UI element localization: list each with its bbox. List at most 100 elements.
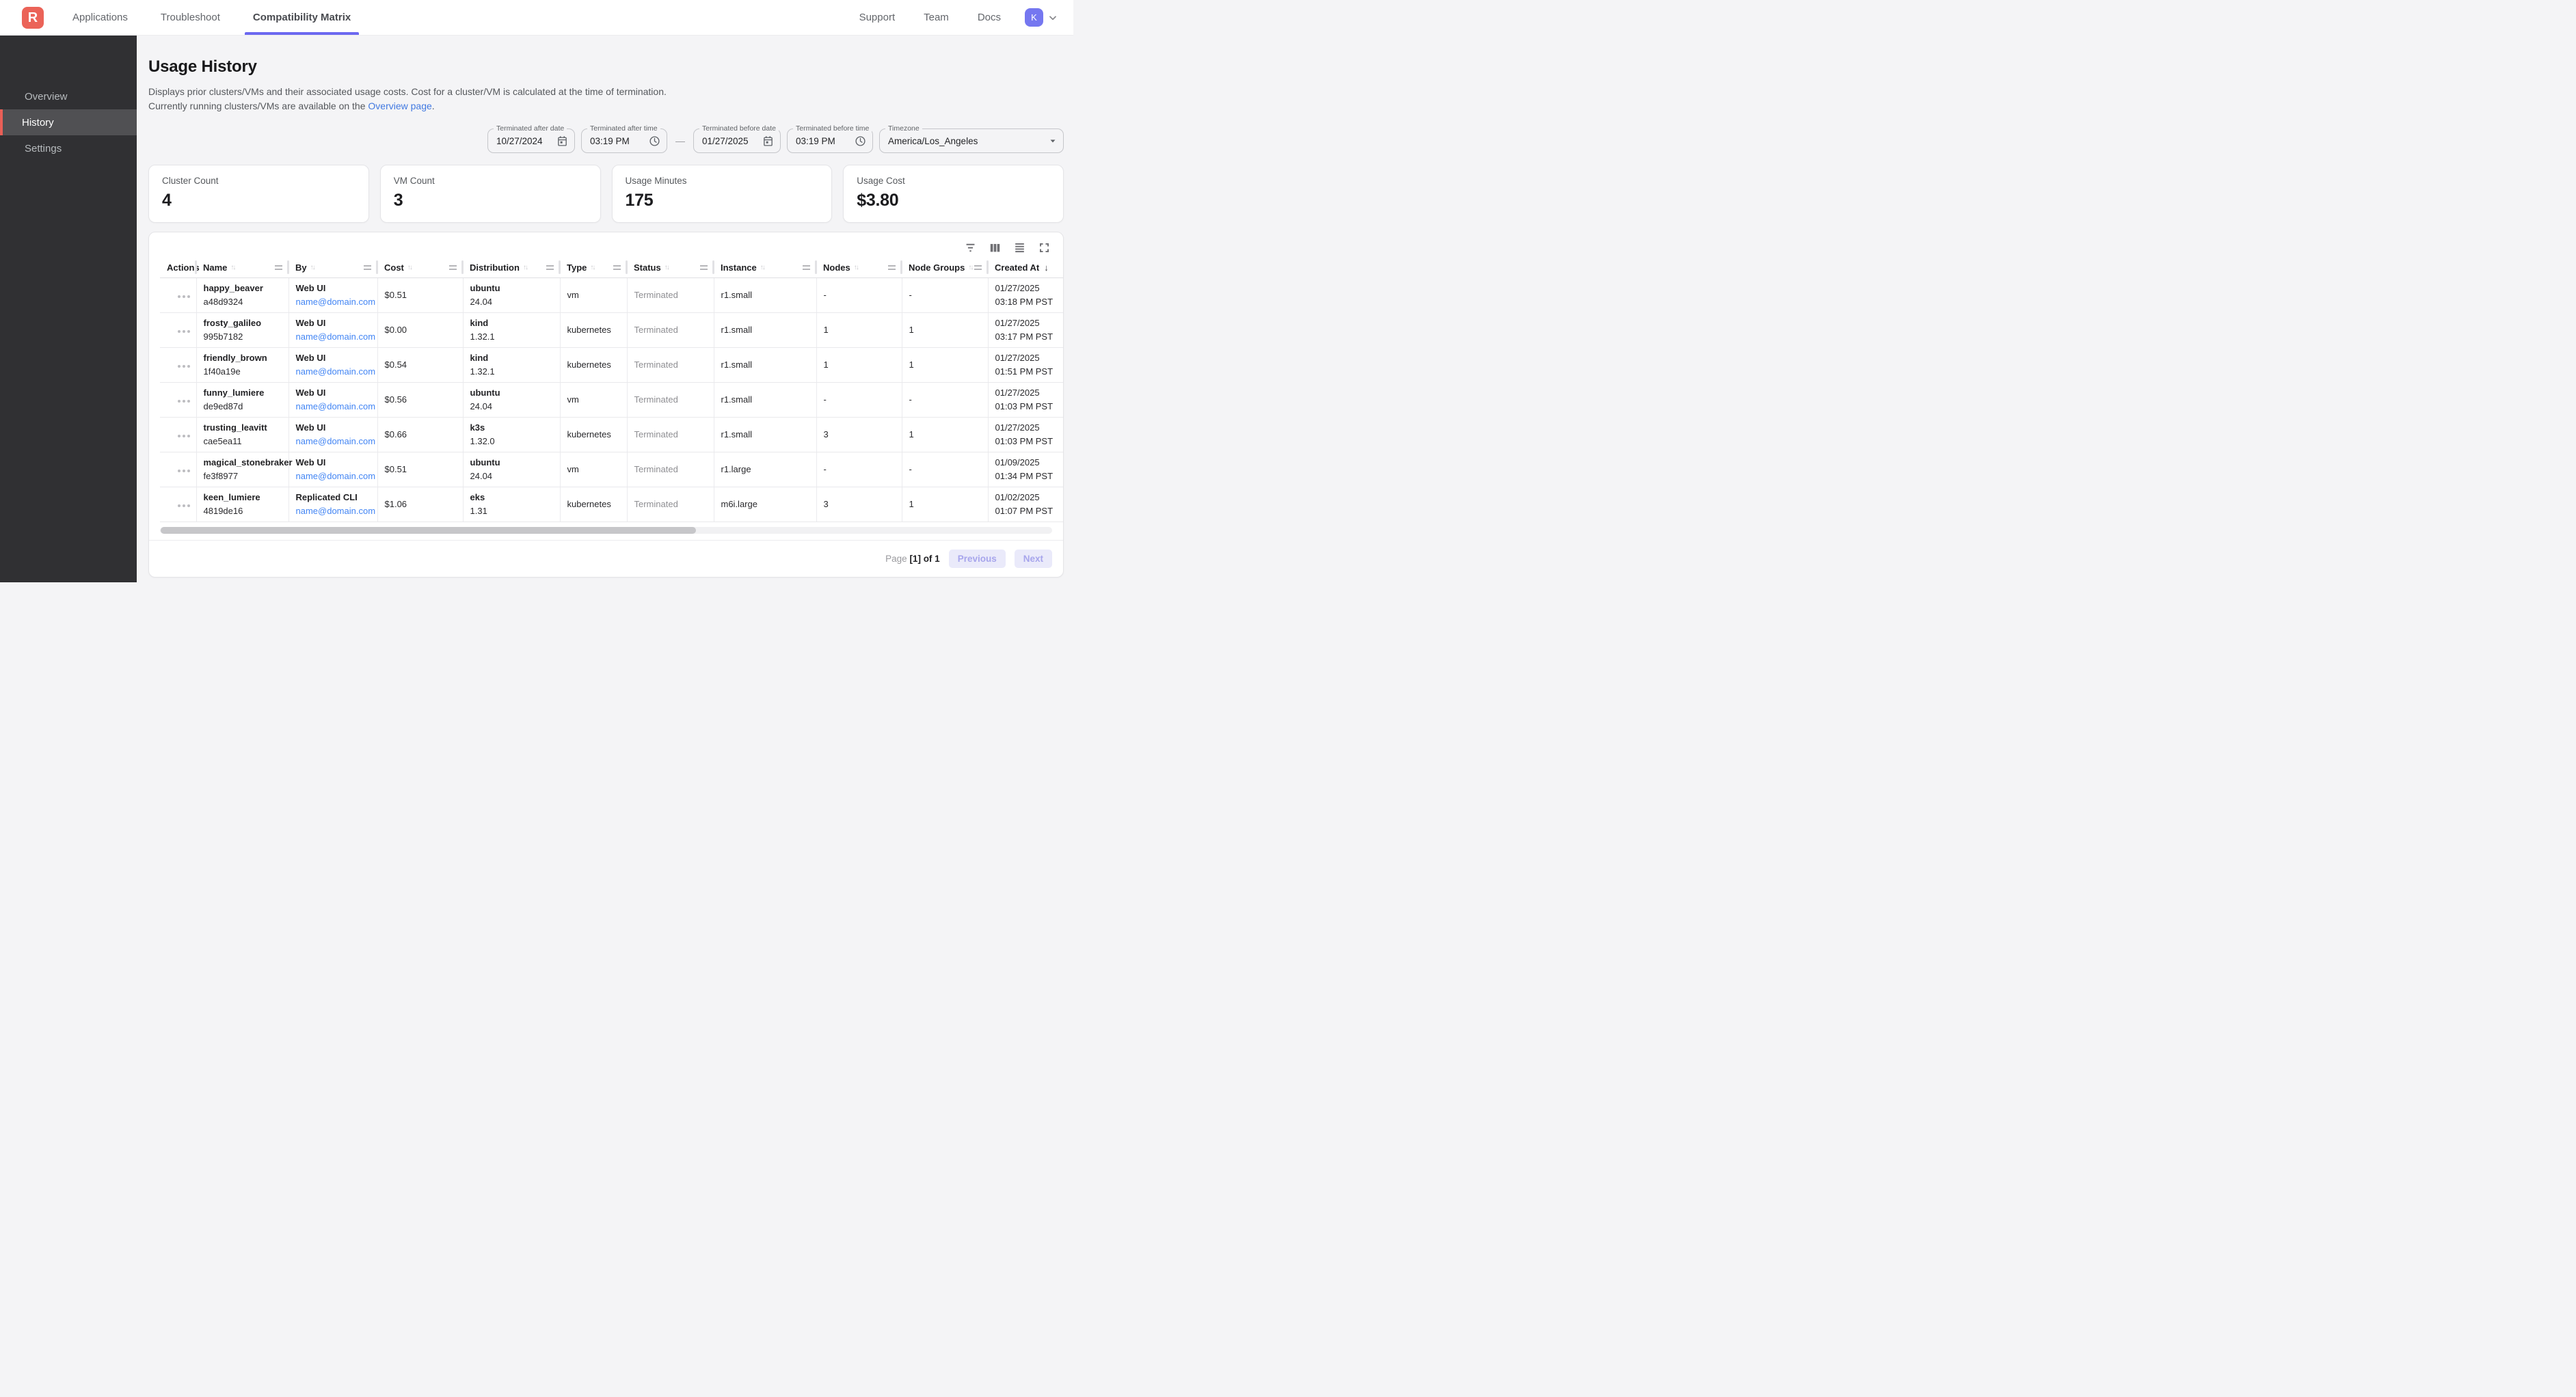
creator-email-link[interactable]: name@domain.com [295,366,376,377]
page-prefix: Page [885,553,907,564]
column-menu-icon[interactable] [449,265,457,270]
cluster-name: friendly_brown [203,352,267,363]
row-actions-icon[interactable] [178,295,190,298]
sort-icon[interactable]: ↑↓ [968,263,974,271]
sort-icon[interactable]: ↑↓ [664,263,670,271]
column-menu-icon[interactable] [546,265,554,270]
sort-icon[interactable]: ↑↓ [407,263,413,271]
avatar[interactable]: K [1025,8,1043,27]
created-date: 01/27/2025 [995,352,1040,363]
column-menu-icon[interactable] [275,265,282,270]
sort-icon[interactable]: ↑↓ [522,263,528,271]
created-by: Web UI [295,317,326,328]
stat-value: 3 [393,191,403,210]
page-number: [1] of 1 [909,553,940,564]
sidebar-item-overview[interactable]: Overview [25,90,68,103]
tab-troubleshoot[interactable]: Troubleshoot [160,12,220,23]
row-actions-icon[interactable] [178,435,190,437]
sort-icon[interactable]: ↑↓ [230,263,236,271]
tab-applications[interactable]: Applications [72,12,128,23]
instance-cell: r1.large [714,452,817,487]
replicated-logo[interactable]: R [22,7,44,29]
sort-descending-icon[interactable]: ↓ [1044,262,1049,273]
page-description: Displays prior clusters/VMs and their as… [148,85,688,113]
column-header-name[interactable]: Name ↑↓ [196,258,289,278]
distribution-name: k3s [470,422,485,433]
columns-icon[interactable] [989,241,1002,254]
overview-page-link[interactable]: Overview page [368,100,432,111]
cluster-name: magical_stonebraker [203,457,293,467]
terminated-before-date-value[interactable]: 01/27/2025 [702,135,749,146]
stat-card-vm-count: VM Count 3 [379,165,601,223]
stat-label: Cluster Count [162,176,219,186]
column-label: Name [203,262,228,273]
column-header-by[interactable]: By ↑↓ [289,258,377,278]
column-header-created-at[interactable]: Created At ↓ [988,258,1063,278]
created-time: 01:34 PM PST [995,470,1054,481]
calendar-icon[interactable] [762,135,774,147]
nav-link-support[interactable]: Support [859,12,896,23]
next-page-button[interactable]: Next [1014,549,1052,568]
stat-value: 175 [625,191,654,210]
row-actions-icon[interactable] [178,400,190,403]
sort-icon[interactable]: ↑↓ [590,263,595,271]
timezone-value[interactable]: America/Los_Angeles [888,135,978,146]
nav-link-docs[interactable]: Docs [977,12,1001,23]
creator-email-link[interactable]: name@domain.com [295,331,376,342]
chevron-down-icon[interactable] [1047,12,1058,23]
column-header-nodes[interactable]: Nodes ↑↓ [816,258,902,278]
scrollbar-thumb[interactable] [161,526,696,534]
sort-icon[interactable]: ↑↓ [853,263,859,271]
column-menu-icon[interactable] [364,265,371,270]
terminated-after-date-field[interactable]: Terminated after date 10/27/2024 [487,124,575,153]
column-header-status[interactable]: Status ↑↓ [627,258,714,278]
column-menu-icon[interactable] [974,265,982,270]
sidebar-item-settings[interactable]: Settings [25,142,62,154]
filter-icon[interactable] [964,241,977,254]
calendar-icon[interactable] [556,135,568,147]
column-header-instance[interactable]: Instance ↑↓ [714,258,816,278]
column-menu-icon[interactable] [888,265,896,270]
nav-link-team[interactable]: Team [924,12,949,23]
created-date: 01/09/2025 [995,457,1040,467]
created-date: 01/27/2025 [995,317,1040,328]
column-header-cost[interactable]: Cost ↑↓ [377,258,463,278]
creator-email-link[interactable]: name@domain.com [295,296,376,307]
column-menu-icon[interactable] [613,265,621,270]
tab-compatibility-matrix[interactable]: Compatibility Matrix [237,0,367,35]
column-menu-icon[interactable] [700,265,708,270]
row-actions-icon[interactable] [178,365,190,368]
terminated-before-date-field[interactable]: Terminated before date 01/27/2025 [693,124,781,153]
terminated-before-time-field[interactable]: Terminated before time 03:19 PM [787,124,873,153]
column-header-node-groups[interactable]: Node Groups ↑↓ [902,258,988,278]
dropdown-arrow-icon[interactable] [1049,137,1057,145]
fullscreen-icon[interactable] [1038,241,1051,254]
creator-email-link[interactable]: name@domain.com [295,401,376,411]
table-row: happy_beaver a48d9324 Web UI name@domain.c… [160,277,1063,313]
terminated-before-time-value[interactable]: 03:19 PM [796,135,835,146]
sidebar-item-history[interactable]: History [0,109,137,135]
main-content: Usage History Displays prior clusters/VM… [137,36,1075,582]
status-cell: Terminated [627,347,714,383]
density-icon[interactable] [1013,241,1026,254]
column-menu-icon[interactable] [803,265,810,270]
previous-page-button[interactable]: Previous [948,549,1006,568]
column-header-distribution[interactable]: Distribution ↑↓ [463,258,560,278]
terminated-after-time-value[interactable]: 03:19 PM [590,135,630,146]
creator-email-link[interactable]: name@domain.com [295,470,376,481]
creator-email-link[interactable]: name@domain.com [295,435,376,446]
table-toolbar [149,232,1063,258]
row-actions-icon[interactable] [178,504,190,507]
clock-icon[interactable] [855,135,866,147]
column-header-actions: Actions [160,258,200,278]
row-actions-icon[interactable] [178,470,190,472]
timezone-select[interactable]: Timezone America/Los_Angeles [879,124,1064,153]
terminated-after-date-value[interactable]: 10/27/2024 [496,135,543,146]
column-header-type[interactable]: Type ↑↓ [560,258,627,278]
sort-icon[interactable]: ↑↓ [760,263,766,271]
clock-icon[interactable] [649,135,660,147]
creator-email-link[interactable]: name@domain.com [295,505,376,516]
sort-icon[interactable]: ↑↓ [310,263,316,271]
row-actions-icon[interactable] [178,330,190,333]
terminated-after-time-field[interactable]: Terminated after time 03:19 PM [581,124,667,153]
